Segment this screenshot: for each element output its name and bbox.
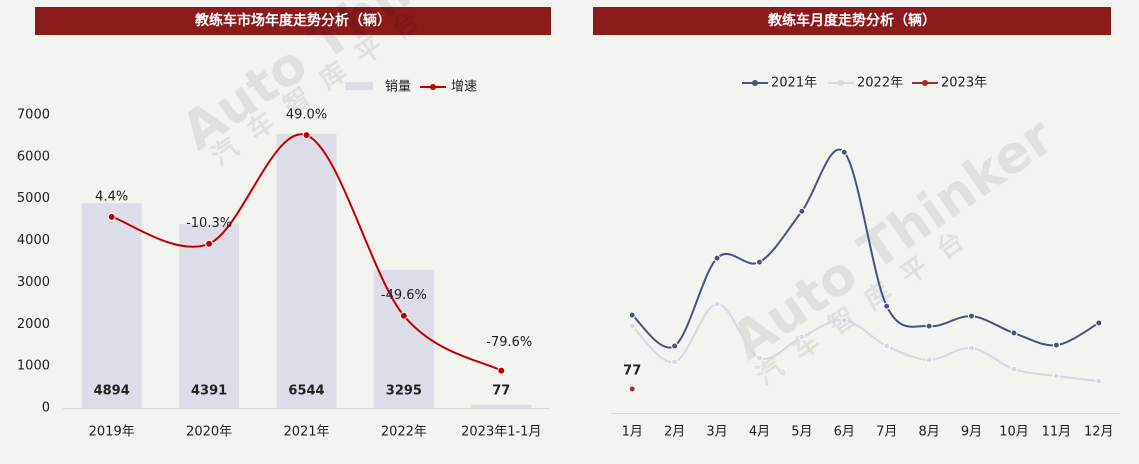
x-tick-label: 8月 <box>918 425 939 440</box>
point <box>107 212 116 221</box>
x-tick-label: 2022年 <box>381 425 427 440</box>
header-bar <box>35 7 551 35</box>
point <box>205 239 214 248</box>
y-tick-label: 4000 <box>17 233 50 248</box>
legend-label: 增速 <box>451 80 477 95</box>
x-tick-label: 9月 <box>961 425 982 440</box>
point <box>1010 329 1018 337</box>
data-label: 77 <box>623 363 641 378</box>
point <box>798 333 806 341</box>
x-tick-label: 1月 <box>622 425 643 440</box>
point <box>671 358 679 366</box>
point <box>925 356 933 364</box>
data-label: 4.4% <box>95 189 128 204</box>
monthly-chart: 1月 2月 3月 4月 5月 6月 7月 8月 9月 10月 11月 12月 2021年 2022年 77 2… <box>622 76 1114 440</box>
point <box>755 354 763 362</box>
point <box>925 322 933 330</box>
x-tick-label: 2023年1-1月 <box>461 425 541 440</box>
x-tick-label: 2021年 <box>283 425 329 440</box>
x-tick-label: 11月 <box>1042 425 1072 440</box>
point <box>713 254 721 262</box>
point <box>968 344 976 352</box>
y-tick-label: 3000 <box>17 275 50 290</box>
x-tick-label: 10月 <box>999 425 1029 440</box>
y-tick-label: 6000 <box>17 149 50 164</box>
bar <box>179 224 240 408</box>
data-label: 49.0% <box>286 108 327 123</box>
data-label: -49.6% <box>381 288 427 303</box>
point <box>968 312 976 320</box>
point <box>628 322 636 330</box>
bar-label: 3295 <box>386 384 422 399</box>
point <box>671 342 679 350</box>
point <box>399 311 408 320</box>
bar-label: 4894 <box>94 384 130 399</box>
point <box>840 316 848 324</box>
y-tick-label: 7000 <box>17 108 50 123</box>
x-tick-label: 3月 <box>706 425 727 440</box>
point <box>302 131 311 140</box>
bar <box>373 270 434 408</box>
annual-chart: 0 1000 2000 3000 4000 5000 6000 7000 2019年 2020年 2… <box>17 80 542 440</box>
legend-label: 销量 <box>385 80 411 95</box>
x-tick-label: 7月 <box>876 425 897 440</box>
bar-label: 77 <box>492 384 510 399</box>
legend-label: 2022年 <box>857 76 903 91</box>
y-tick-label: 0 <box>42 401 50 416</box>
x-tick-label: 6月 <box>834 425 855 440</box>
legend-label: 2021年 <box>771 76 817 91</box>
data-label: -79.6% <box>486 335 532 350</box>
point <box>883 302 891 310</box>
y-tick-label: 5000 <box>17 191 50 206</box>
point <box>497 366 506 375</box>
bar <box>276 134 337 408</box>
point <box>1052 341 1060 349</box>
point <box>840 148 848 156</box>
point <box>798 207 806 215</box>
point <box>755 258 763 266</box>
point <box>628 385 636 393</box>
x-tick-label: 2020年 <box>186 425 232 440</box>
header-bar <box>593 7 1111 35</box>
bar <box>471 404 532 408</box>
legend-swatch <box>430 84 436 90</box>
point <box>628 311 636 319</box>
bar <box>81 203 142 408</box>
legend-swatch <box>752 80 758 86</box>
legend-swatch <box>838 80 844 86</box>
point <box>883 342 891 350</box>
point <box>713 300 721 308</box>
y-tick-label: 1000 <box>17 359 50 374</box>
point <box>1095 377 1103 385</box>
x-tick-label: 4月 <box>749 425 770 440</box>
point <box>1052 372 1060 380</box>
point <box>1095 319 1103 327</box>
bar-label: 4391 <box>191 384 227 399</box>
bar-label: 6544 <box>288 384 324 399</box>
data-label: -10.3% <box>186 216 232 231</box>
legend-label: 2023年 <box>941 76 987 91</box>
x-tick-label: 5月 <box>791 425 812 440</box>
x-tick-label: 12月 <box>1084 425 1114 440</box>
point <box>1010 365 1018 373</box>
legend-swatch <box>345 82 373 90</box>
chart-title: 教练车月度走势分析（辆） <box>768 12 936 29</box>
y-tick-label: 2000 <box>17 317 50 332</box>
chart-title: 教练车市场年度走势分析（辆） <box>195 12 391 29</box>
x-tick-label: 2019年 <box>89 425 135 440</box>
legend-swatch <box>922 80 928 86</box>
x-tick-label: 2月 <box>664 425 685 440</box>
